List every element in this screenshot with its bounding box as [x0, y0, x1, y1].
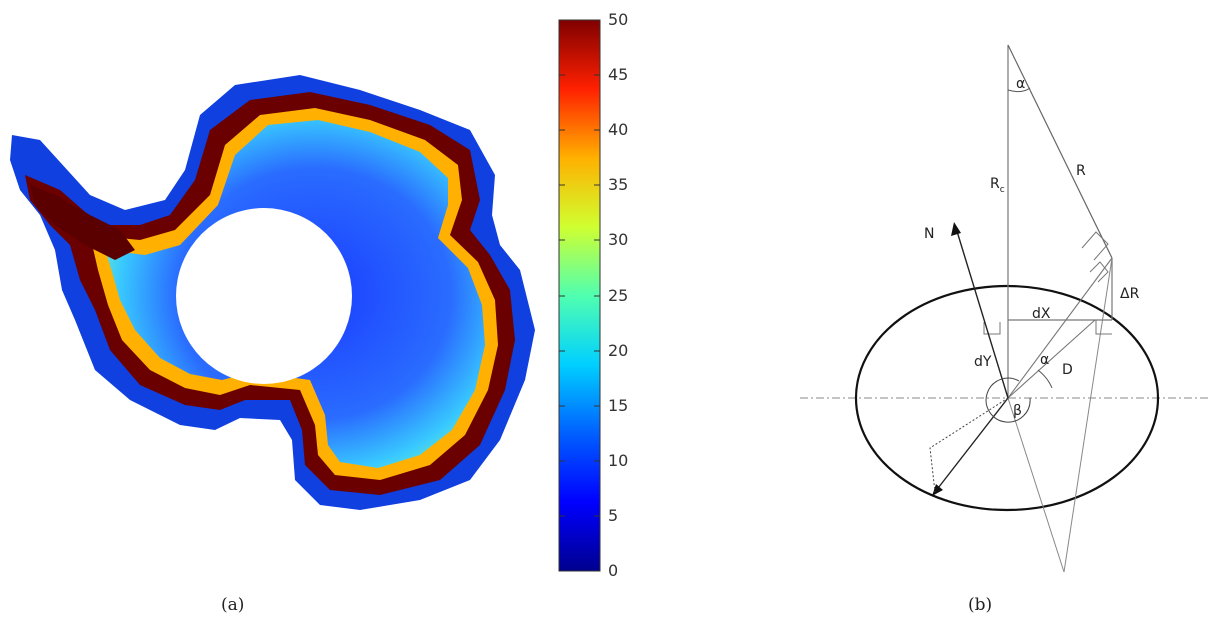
right-angle-mark-dx [983, 322, 1001, 335]
label-beta: β [1013, 403, 1022, 419]
beta-arc [985, 377, 1031, 423]
label-d: D [1062, 362, 1073, 378]
label-alpha-top: α [1016, 76, 1025, 92]
lower-diagonal [1007, 397, 1065, 573]
north-arrow-line [955, 227, 1009, 399]
colorbar-tick-label: 10 [608, 451, 629, 470]
right-angle-mark-top [1081, 231, 1109, 261]
colorbar-tick-label: 0 [608, 561, 619, 580]
label-rc-main: R [990, 176, 1000, 192]
southwest-arrow-line [934, 397, 1009, 493]
label-r: R [1076, 163, 1086, 179]
d-line [1007, 319, 1096, 399]
colorbar-tick-label: 45 [608, 65, 629, 84]
colorbar-tick-label: 5 [608, 506, 619, 525]
colorbar-tick-label: 15 [608, 396, 629, 415]
colorbar-tick-marks [559, 19, 600, 572]
label-delta-r: ΔR [1120, 286, 1140, 302]
right-angle-mark-mid [1089, 261, 1109, 283]
colorbar-tick-label: 30 [608, 230, 629, 249]
label-rc-sub: c [1000, 185, 1005, 195]
long-diagonal-line [1063, 257, 1113, 573]
dotted-guide [929, 397, 1009, 493]
label-dx: dX [1032, 306, 1051, 322]
caption-b: (b) [968, 595, 993, 615]
colorbar-tick-label: 20 [608, 341, 629, 360]
colorbar-tick-label: 25 [608, 286, 629, 305]
colorbar-tick-label: 40 [608, 120, 629, 139]
caption-a: (a) [221, 595, 245, 615]
colorbar [558, 19, 601, 572]
ellipse [854, 284, 1160, 512]
label-n: N [924, 226, 934, 242]
label-dy: dY [974, 354, 992, 370]
colorbar-tick-label: 50 [608, 10, 629, 29]
colorbar-tick-label: 35 [608, 175, 629, 194]
alpha-top-arc [1007, 87, 1031, 93]
center-diagonal [1007, 257, 1113, 399]
map-peninsula-patch [30, 185, 135, 260]
right-angle-mark-corner [1095, 320, 1112, 335]
label-alpha-center: α [1040, 352, 1049, 368]
slanted-line-r [1007, 44, 1113, 259]
map-polar-hole [176, 208, 352, 384]
antarctica-map-figure [10, 19, 601, 572]
label-rc: Rc [990, 176, 1005, 195]
alpha-center-arc [1037, 369, 1053, 389]
north-arrow-head [951, 222, 961, 236]
southwest-arrow-head [932, 484, 943, 496]
